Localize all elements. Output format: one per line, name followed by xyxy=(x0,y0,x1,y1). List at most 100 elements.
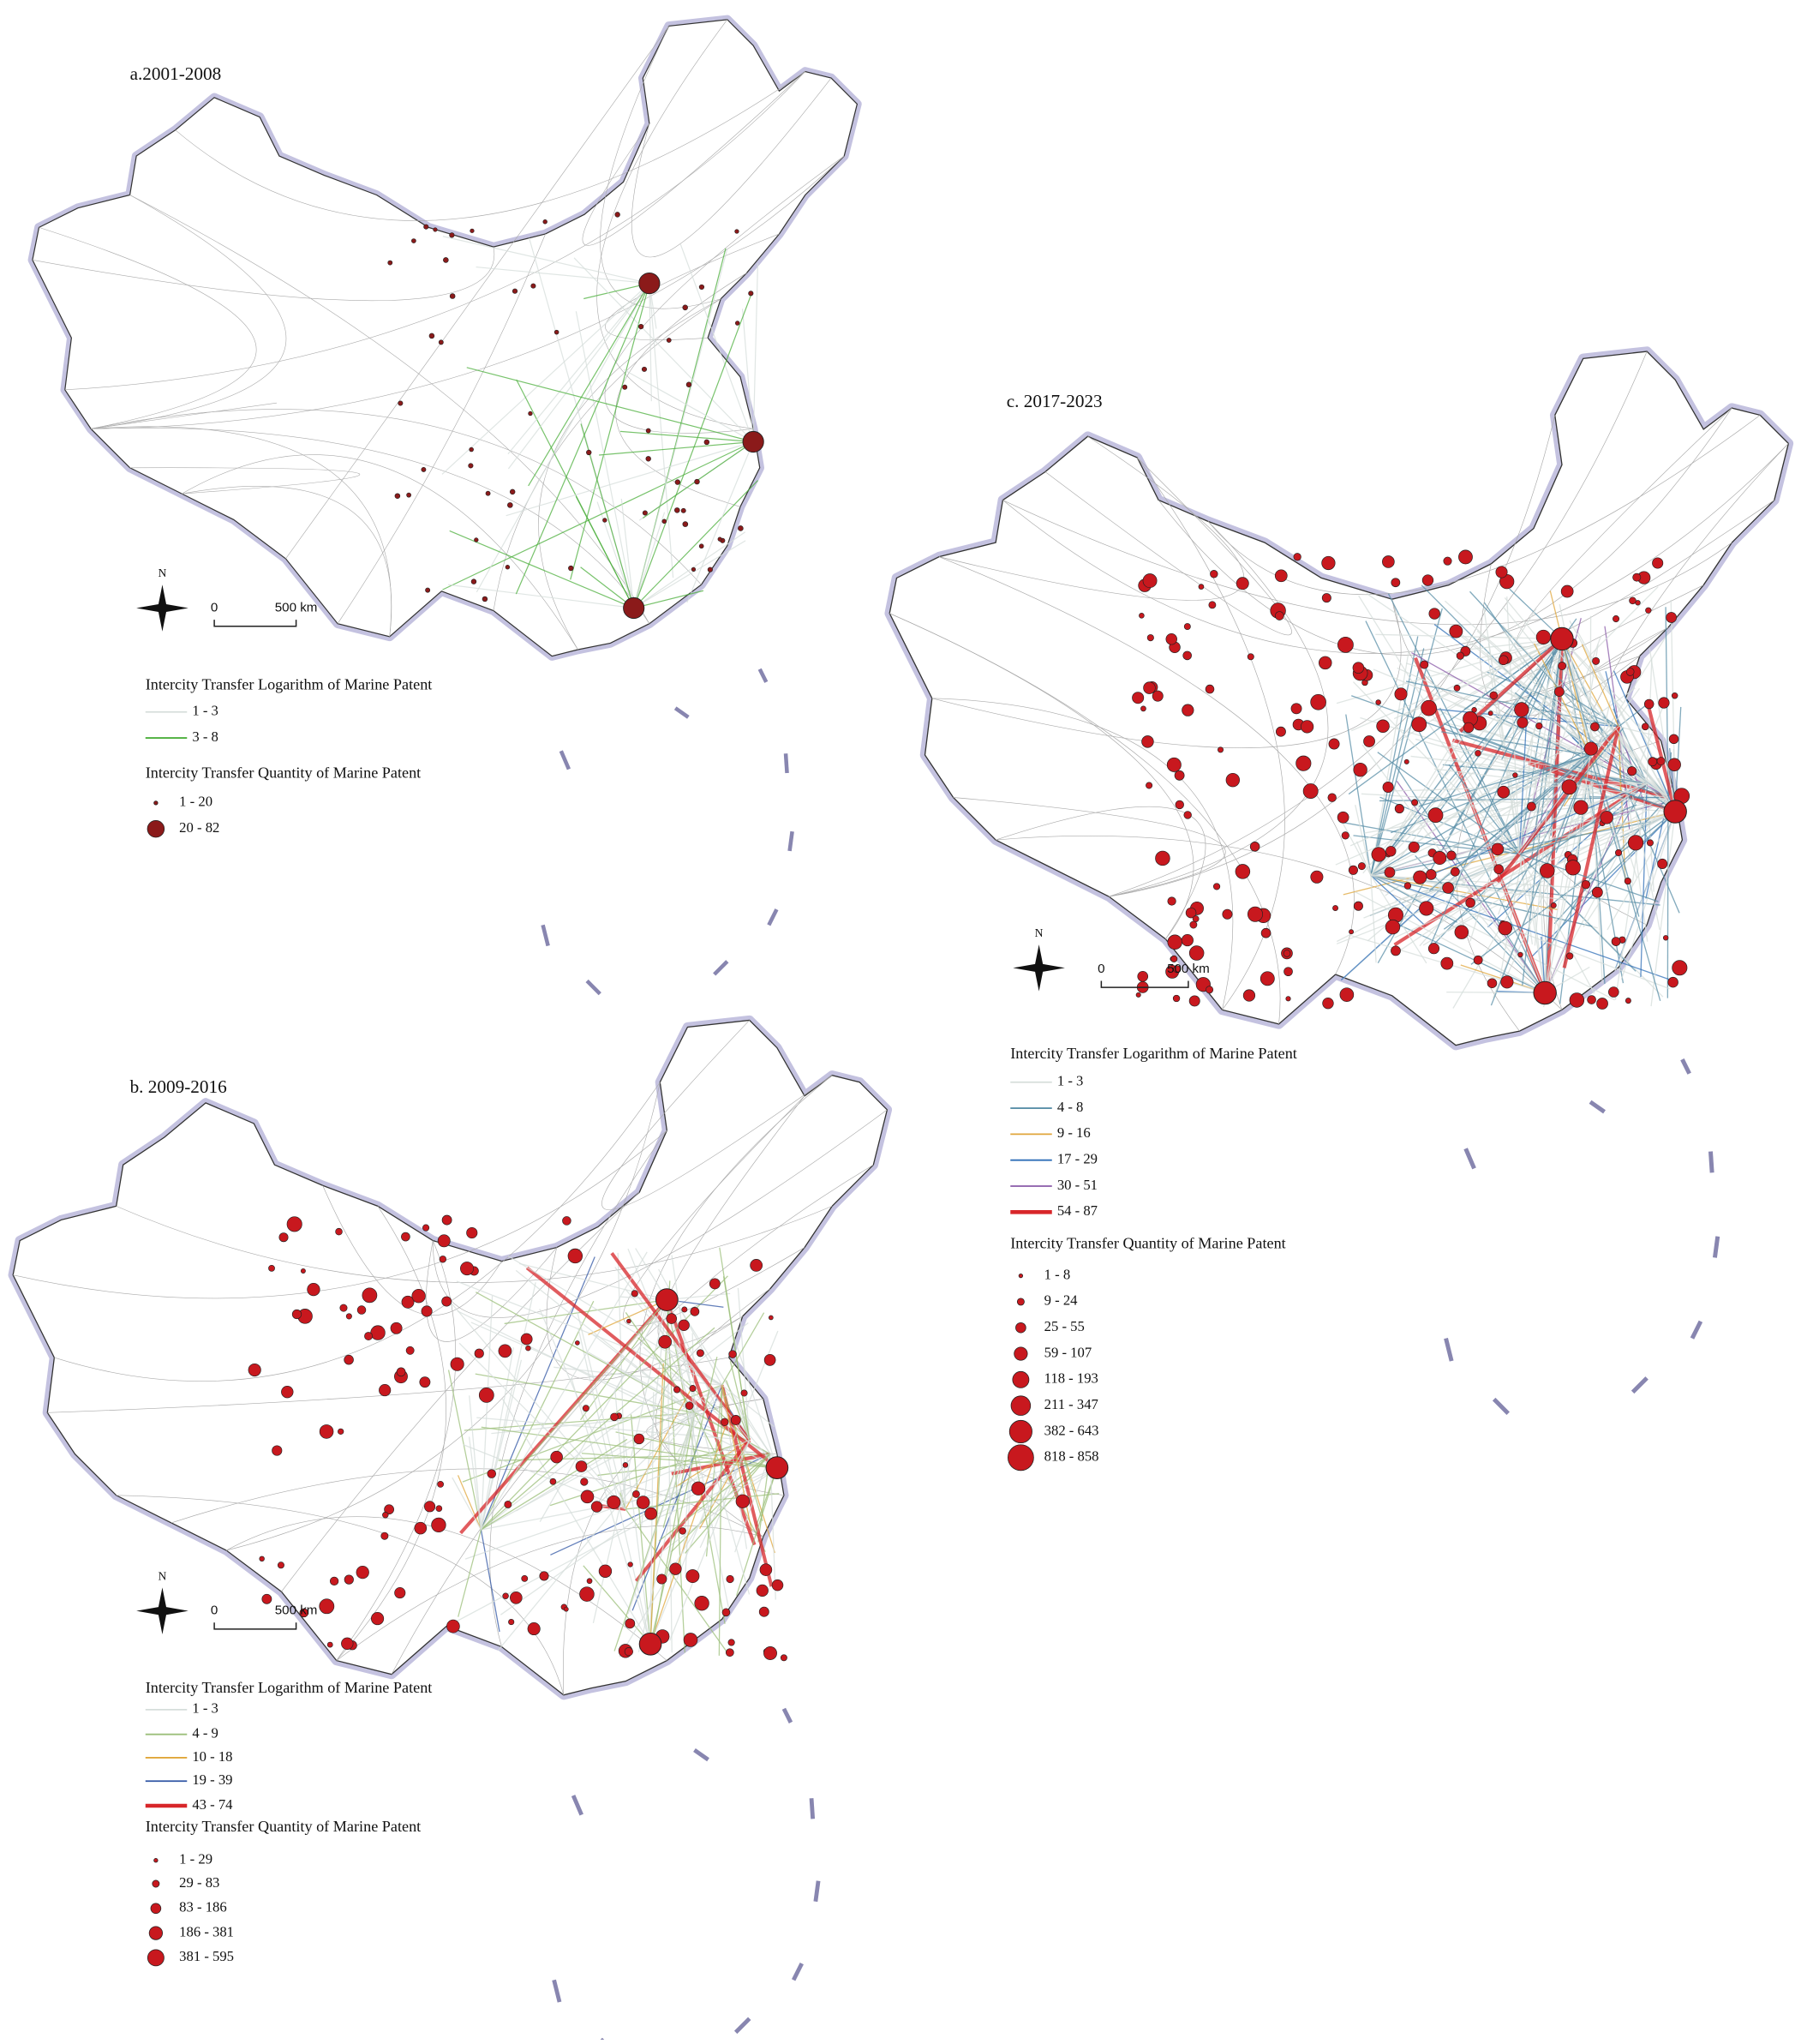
province-border xyxy=(116,1495,565,1695)
city-node xyxy=(1517,951,1523,958)
sea-boundary xyxy=(673,706,690,719)
sea-boundary xyxy=(585,979,601,996)
city-node xyxy=(1596,998,1608,1010)
flow-line xyxy=(1370,650,1558,876)
city-node xyxy=(1625,998,1631,1004)
city-node xyxy=(645,428,651,434)
flow-line xyxy=(718,1385,723,1656)
city-node xyxy=(1662,935,1669,941)
city-node xyxy=(1175,800,1184,810)
city-node xyxy=(1428,608,1440,620)
flow-line xyxy=(1370,875,1377,963)
flow-line xyxy=(649,283,652,402)
flow-line xyxy=(1370,874,1580,889)
city-node xyxy=(460,1262,475,1276)
city-node xyxy=(691,1481,706,1496)
legend-label: 30 - 51 xyxy=(1057,1177,1098,1193)
city-node xyxy=(679,1527,686,1535)
flow-line xyxy=(1370,874,1677,983)
flow-line xyxy=(666,1299,751,1595)
city-node xyxy=(707,566,713,572)
flow-line xyxy=(1546,638,1565,992)
city-node xyxy=(1382,781,1394,794)
province-border xyxy=(596,19,754,429)
flow-line xyxy=(734,1454,771,1553)
city-node xyxy=(759,1563,773,1576)
city-node xyxy=(1498,655,1509,666)
city-node xyxy=(335,1227,343,1236)
flow-line xyxy=(507,283,650,470)
city-node xyxy=(286,1216,302,1232)
flow-line xyxy=(508,1299,667,1482)
city-node xyxy=(756,1584,769,1597)
legend-node xyxy=(153,800,159,806)
city-node xyxy=(405,1346,415,1355)
flow-line xyxy=(1582,782,1648,828)
city-node xyxy=(394,493,401,499)
city-node xyxy=(1411,716,1427,733)
legend-node xyxy=(1008,1444,1034,1472)
flow-line xyxy=(1544,644,1599,993)
city-node xyxy=(1667,758,1681,771)
flow-line xyxy=(583,282,650,300)
city-node xyxy=(1283,967,1293,976)
flow-line xyxy=(1645,699,1678,812)
city-node xyxy=(1236,577,1249,590)
flow-line xyxy=(1518,707,1528,854)
province-border xyxy=(938,435,1244,601)
province-border xyxy=(39,227,257,429)
province-border xyxy=(336,1525,763,1661)
city-node xyxy=(590,1501,603,1513)
legend-label: 382 - 643 xyxy=(1044,1422,1099,1438)
flow-line xyxy=(481,1322,749,1531)
scale-zero: 0 xyxy=(1098,962,1104,976)
city-node xyxy=(1391,578,1401,588)
city-node xyxy=(1498,920,1513,936)
flow-line xyxy=(515,1269,695,1413)
city-node xyxy=(666,1313,677,1324)
flow-line xyxy=(1595,745,1648,784)
legend-node xyxy=(1016,1298,1025,1306)
city-node xyxy=(425,587,431,593)
city-node xyxy=(272,1445,283,1456)
city-node xyxy=(1293,553,1301,561)
flow-line xyxy=(1549,811,1676,840)
flow-line xyxy=(769,1454,776,1600)
city-node xyxy=(1590,722,1600,732)
city-node xyxy=(1433,851,1447,866)
city-node xyxy=(1458,549,1473,565)
legend-title: Intercity Transfer Quantity of Marine Pa… xyxy=(1010,1234,1285,1251)
province-border xyxy=(605,233,780,340)
flow-line xyxy=(619,1492,626,1510)
flow-line xyxy=(1370,586,1659,876)
city-node xyxy=(504,1500,512,1508)
city-node xyxy=(1206,986,1214,994)
city-node xyxy=(1310,694,1326,710)
city-node xyxy=(632,1490,640,1498)
city-node xyxy=(1656,757,1666,765)
city-node xyxy=(1166,757,1182,772)
city-node xyxy=(443,257,449,263)
flow-line xyxy=(1358,595,1520,854)
city-node xyxy=(696,1349,704,1358)
city-node xyxy=(1174,770,1185,781)
flow-line xyxy=(1483,608,1521,854)
legend-title: Intercity Transfer Logarithm of Marine P… xyxy=(1010,1045,1297,1062)
legend-label: 118 - 193 xyxy=(1044,1370,1098,1387)
scale-bar xyxy=(213,1622,297,1630)
city-node xyxy=(694,478,700,485)
flow-line xyxy=(480,1256,595,1531)
flow-line xyxy=(1335,754,1591,866)
city-node xyxy=(1614,848,1623,857)
city-node xyxy=(598,1564,613,1578)
flow-line xyxy=(442,236,650,285)
legend-label: 4 - 8 xyxy=(1057,1099,1084,1115)
flow-line xyxy=(481,1393,731,1531)
flow-line xyxy=(588,1352,695,1413)
city-node xyxy=(580,1478,589,1486)
city-node xyxy=(622,1462,629,1468)
city-node xyxy=(299,1608,309,1618)
city-node xyxy=(1425,869,1437,880)
city-node xyxy=(528,411,533,417)
